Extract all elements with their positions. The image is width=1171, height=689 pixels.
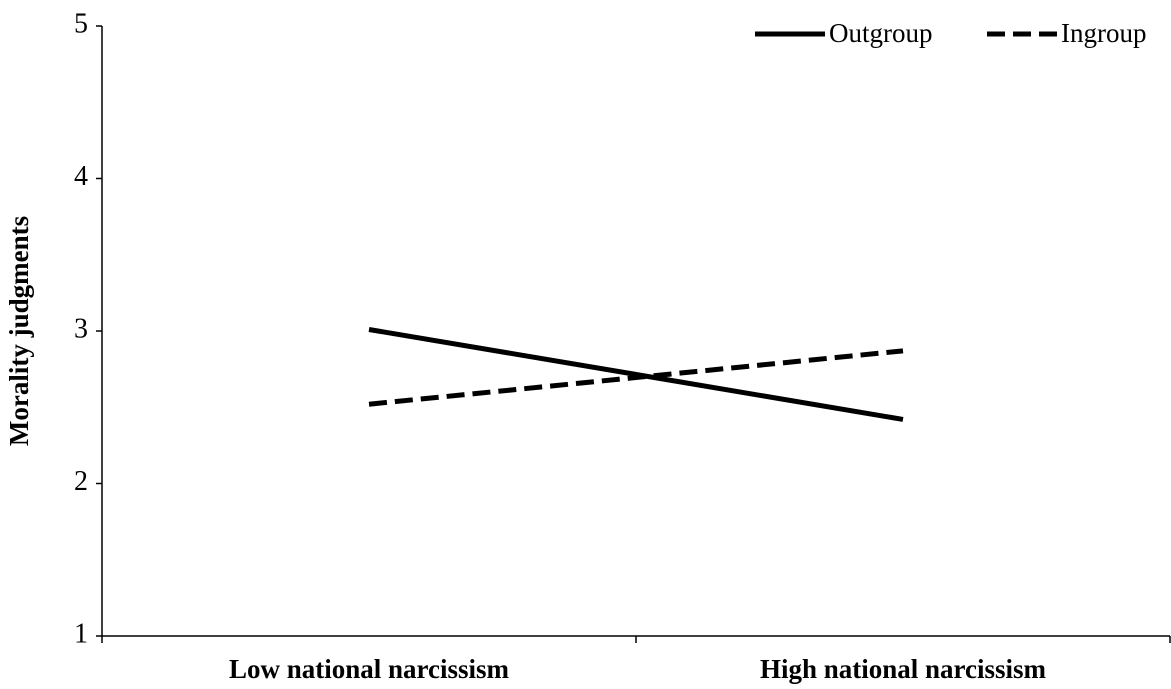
x-tick-label: High national narcissism <box>760 654 1047 684</box>
y-tick-label: 5 <box>74 8 88 39</box>
y-tick-label: 2 <box>74 466 88 497</box>
y-tick-label: 4 <box>74 161 88 192</box>
line-series <box>368 348 904 407</box>
x-tick-label: Low national narcissism <box>229 654 510 684</box>
legend-label: Ingroup <box>1061 18 1146 48</box>
y-tick-label: 3 <box>74 313 88 344</box>
legend-label: Outgroup <box>829 18 933 48</box>
line-series <box>368 327 904 422</box>
y-axis-label: Morality judgments <box>4 216 34 446</box>
y-tick-label: 1 <box>74 618 88 649</box>
